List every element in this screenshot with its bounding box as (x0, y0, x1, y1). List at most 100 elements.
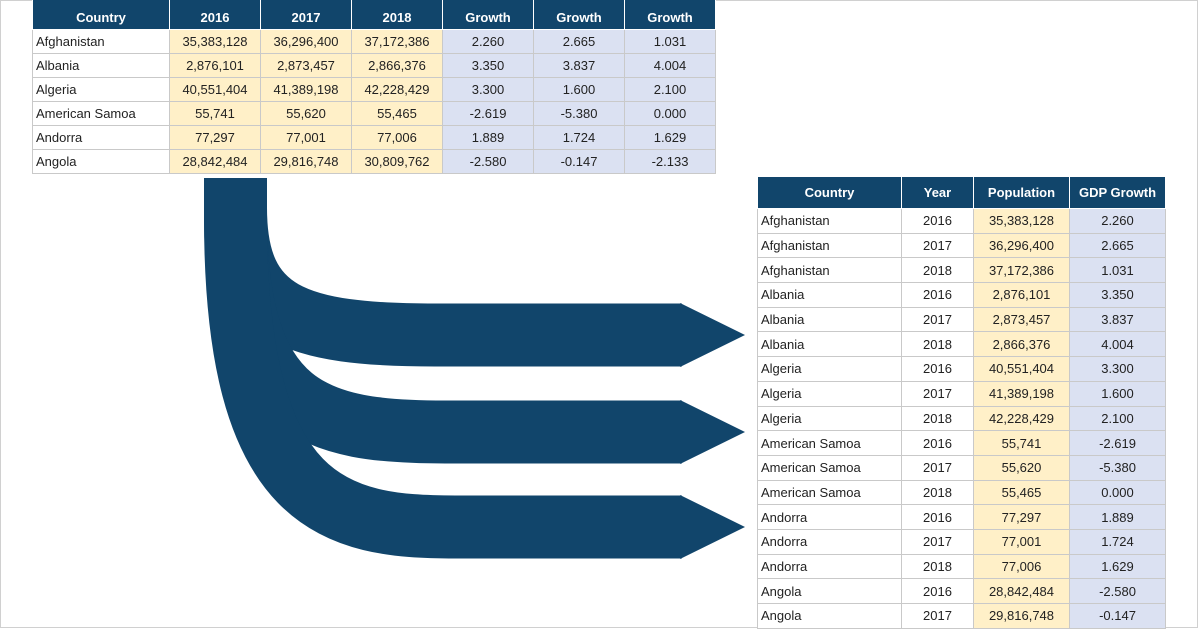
output-header-cell: Population (973, 176, 1070, 209)
source-cell: 77,297 (169, 125, 261, 150)
source-cell: Afghanistan (32, 29, 170, 54)
source-cell: 2,873,457 (260, 53, 352, 78)
output-cell: 55,465 (973, 479, 1070, 506)
source-cell: 1.600 (533, 77, 625, 102)
source-table-body: Afghanistan 35,383,128 36,296,400 37,172,38… (32, 29, 716, 174)
output-cell: 55,741 (973, 430, 1070, 456)
output-cell: Angola (757, 603, 902, 629)
output-cell: 2018 (901, 479, 974, 506)
source-header-cell: Country (32, 0, 170, 30)
output-cell: Andorra (757, 528, 902, 555)
source-cell: 0.000 (624, 101, 716, 126)
source-cell: 2.665 (533, 29, 625, 54)
output-cell: 2017 (901, 603, 974, 629)
source-cell: -2.580 (442, 149, 534, 174)
output-cell: 2016 (901, 578, 974, 604)
source-cell: 28,842,484 (169, 149, 261, 174)
table-row: Angola 2017 29,816,748 -0.147 (757, 603, 1166, 629)
output-cell: Albania (757, 306, 902, 333)
output-cell: 1.629 (1069, 553, 1166, 580)
table-row: Andorra 77,297 77,001 77,006 1.889 1.724 1.629 (32, 125, 716, 150)
output-cell: 1.600 (1069, 380, 1166, 407)
source-cell: -5.380 (533, 101, 625, 126)
output-header-cell: Country (757, 176, 902, 209)
output-cell: 2018 (901, 257, 974, 284)
source-cell: 2.260 (442, 29, 534, 54)
output-cell: Albania (757, 331, 902, 358)
table-row: Angola 28,842,484 29,816,748 30,809,762 -2.5… (32, 149, 716, 174)
table-row: Andorra 2017 77,001 1.724 (757, 528, 1166, 555)
source-cell: 55,465 (351, 101, 443, 126)
output-cell: 3.837 (1069, 306, 1166, 333)
source-header-cell: Growth (533, 0, 625, 30)
arrow-3-head (680, 495, 745, 559)
output-header-row: Country Year Population GDP Growth (757, 176, 1166, 209)
table-row: Algeria 2016 40,551,404 3.300 (757, 356, 1166, 382)
output-cell: 2017 (901, 232, 974, 259)
output-cell: Algeria (757, 405, 902, 432)
source-header-cell: 2017 (260, 0, 352, 30)
output-cell: 1.724 (1069, 528, 1166, 555)
source-cell: American Samoa (32, 101, 170, 126)
output-cell: -5.380 (1069, 454, 1166, 481)
source-cell: 29,816,748 (260, 149, 352, 174)
output-cell: 3.350 (1069, 282, 1166, 308)
output-cell: 2.260 (1069, 208, 1166, 234)
table-row: Angola 2016 28,842,484 -2.580 (757, 578, 1166, 604)
output-cell: 55,620 (973, 454, 1070, 481)
source-header-cell: Growth (442, 0, 534, 30)
output-cell: 2016 (901, 504, 974, 530)
output-long-table: Country Year Population GDP Growth Afghanis… (757, 176, 1166, 629)
table-row: Andorra 2016 77,297 1.889 (757, 504, 1166, 530)
source-cell: Algeria (32, 77, 170, 102)
source-header-cell: Growth (624, 0, 716, 30)
arrow-3-shaft (204, 178, 682, 559)
output-cell: 1.031 (1069, 257, 1166, 284)
output-table-body: Afghanistan 2016 35,383,128 2.260 Afghanista… (757, 208, 1166, 629)
source-cell: 41,389,198 (260, 77, 352, 102)
output-cell: 2016 (901, 430, 974, 456)
output-cell: 0.000 (1069, 479, 1166, 506)
output-cell: 77,001 (973, 528, 1070, 555)
arrow-2-head (680, 400, 745, 464)
source-cell: Andorra (32, 125, 170, 150)
table-row: Algeria 2018 42,228,429 2.100 (757, 405, 1166, 432)
source-cell: 37,172,386 (351, 29, 443, 54)
output-cell: Andorra (757, 504, 902, 530)
output-cell: -0.147 (1069, 603, 1166, 629)
output-cell: 35,383,128 (973, 208, 1070, 234)
output-cell: 28,842,484 (973, 578, 1070, 604)
output-cell: 2017 (901, 454, 974, 481)
table-row: American Samoa 55,741 55,620 55,465 -2.619 -5… (32, 101, 716, 126)
source-cell: Albania (32, 53, 170, 78)
table-row: Albania 2016 2,876,101 3.350 (757, 282, 1166, 308)
output-cell: 29,816,748 (973, 603, 1070, 629)
output-header-cell: GDP Growth (1069, 176, 1166, 209)
arrow-1-head (680, 303, 745, 367)
output-cell: 42,228,429 (973, 405, 1070, 432)
output-cell: Angola (757, 578, 902, 604)
output-cell: American Samoa (757, 479, 902, 506)
arrow-1-shaft (204, 178, 682, 367)
output-cell: Afghanistan (757, 208, 902, 234)
output-cell: 2,873,457 (973, 306, 1070, 333)
table-row: American Samoa 2016 55,741 -2.619 (757, 430, 1166, 456)
output-cell: -2.580 (1069, 578, 1166, 604)
source-cell: 2,866,376 (351, 53, 443, 78)
output-cell: Algeria (757, 356, 902, 382)
output-cell: 2,866,376 (973, 331, 1070, 358)
source-cell: 3.300 (442, 77, 534, 102)
table-row: Andorra 2018 77,006 1.629 (757, 553, 1166, 580)
output-cell: 2017 (901, 380, 974, 407)
source-cell: Angola (32, 149, 170, 174)
source-wide-table: Country 2016 2017 2018 Growth Growth Growth Af… (32, 0, 716, 174)
output-cell: 1.889 (1069, 504, 1166, 530)
source-cell: 42,228,429 (351, 77, 443, 102)
table-row: American Samoa 2018 55,465 0.000 (757, 479, 1166, 506)
source-cell: 1.724 (533, 125, 625, 150)
output-cell: Afghanistan (757, 257, 902, 284)
output-cell: 2,876,101 (973, 282, 1070, 308)
output-cell: 3.300 (1069, 356, 1166, 382)
output-cell: -2.619 (1069, 430, 1166, 456)
